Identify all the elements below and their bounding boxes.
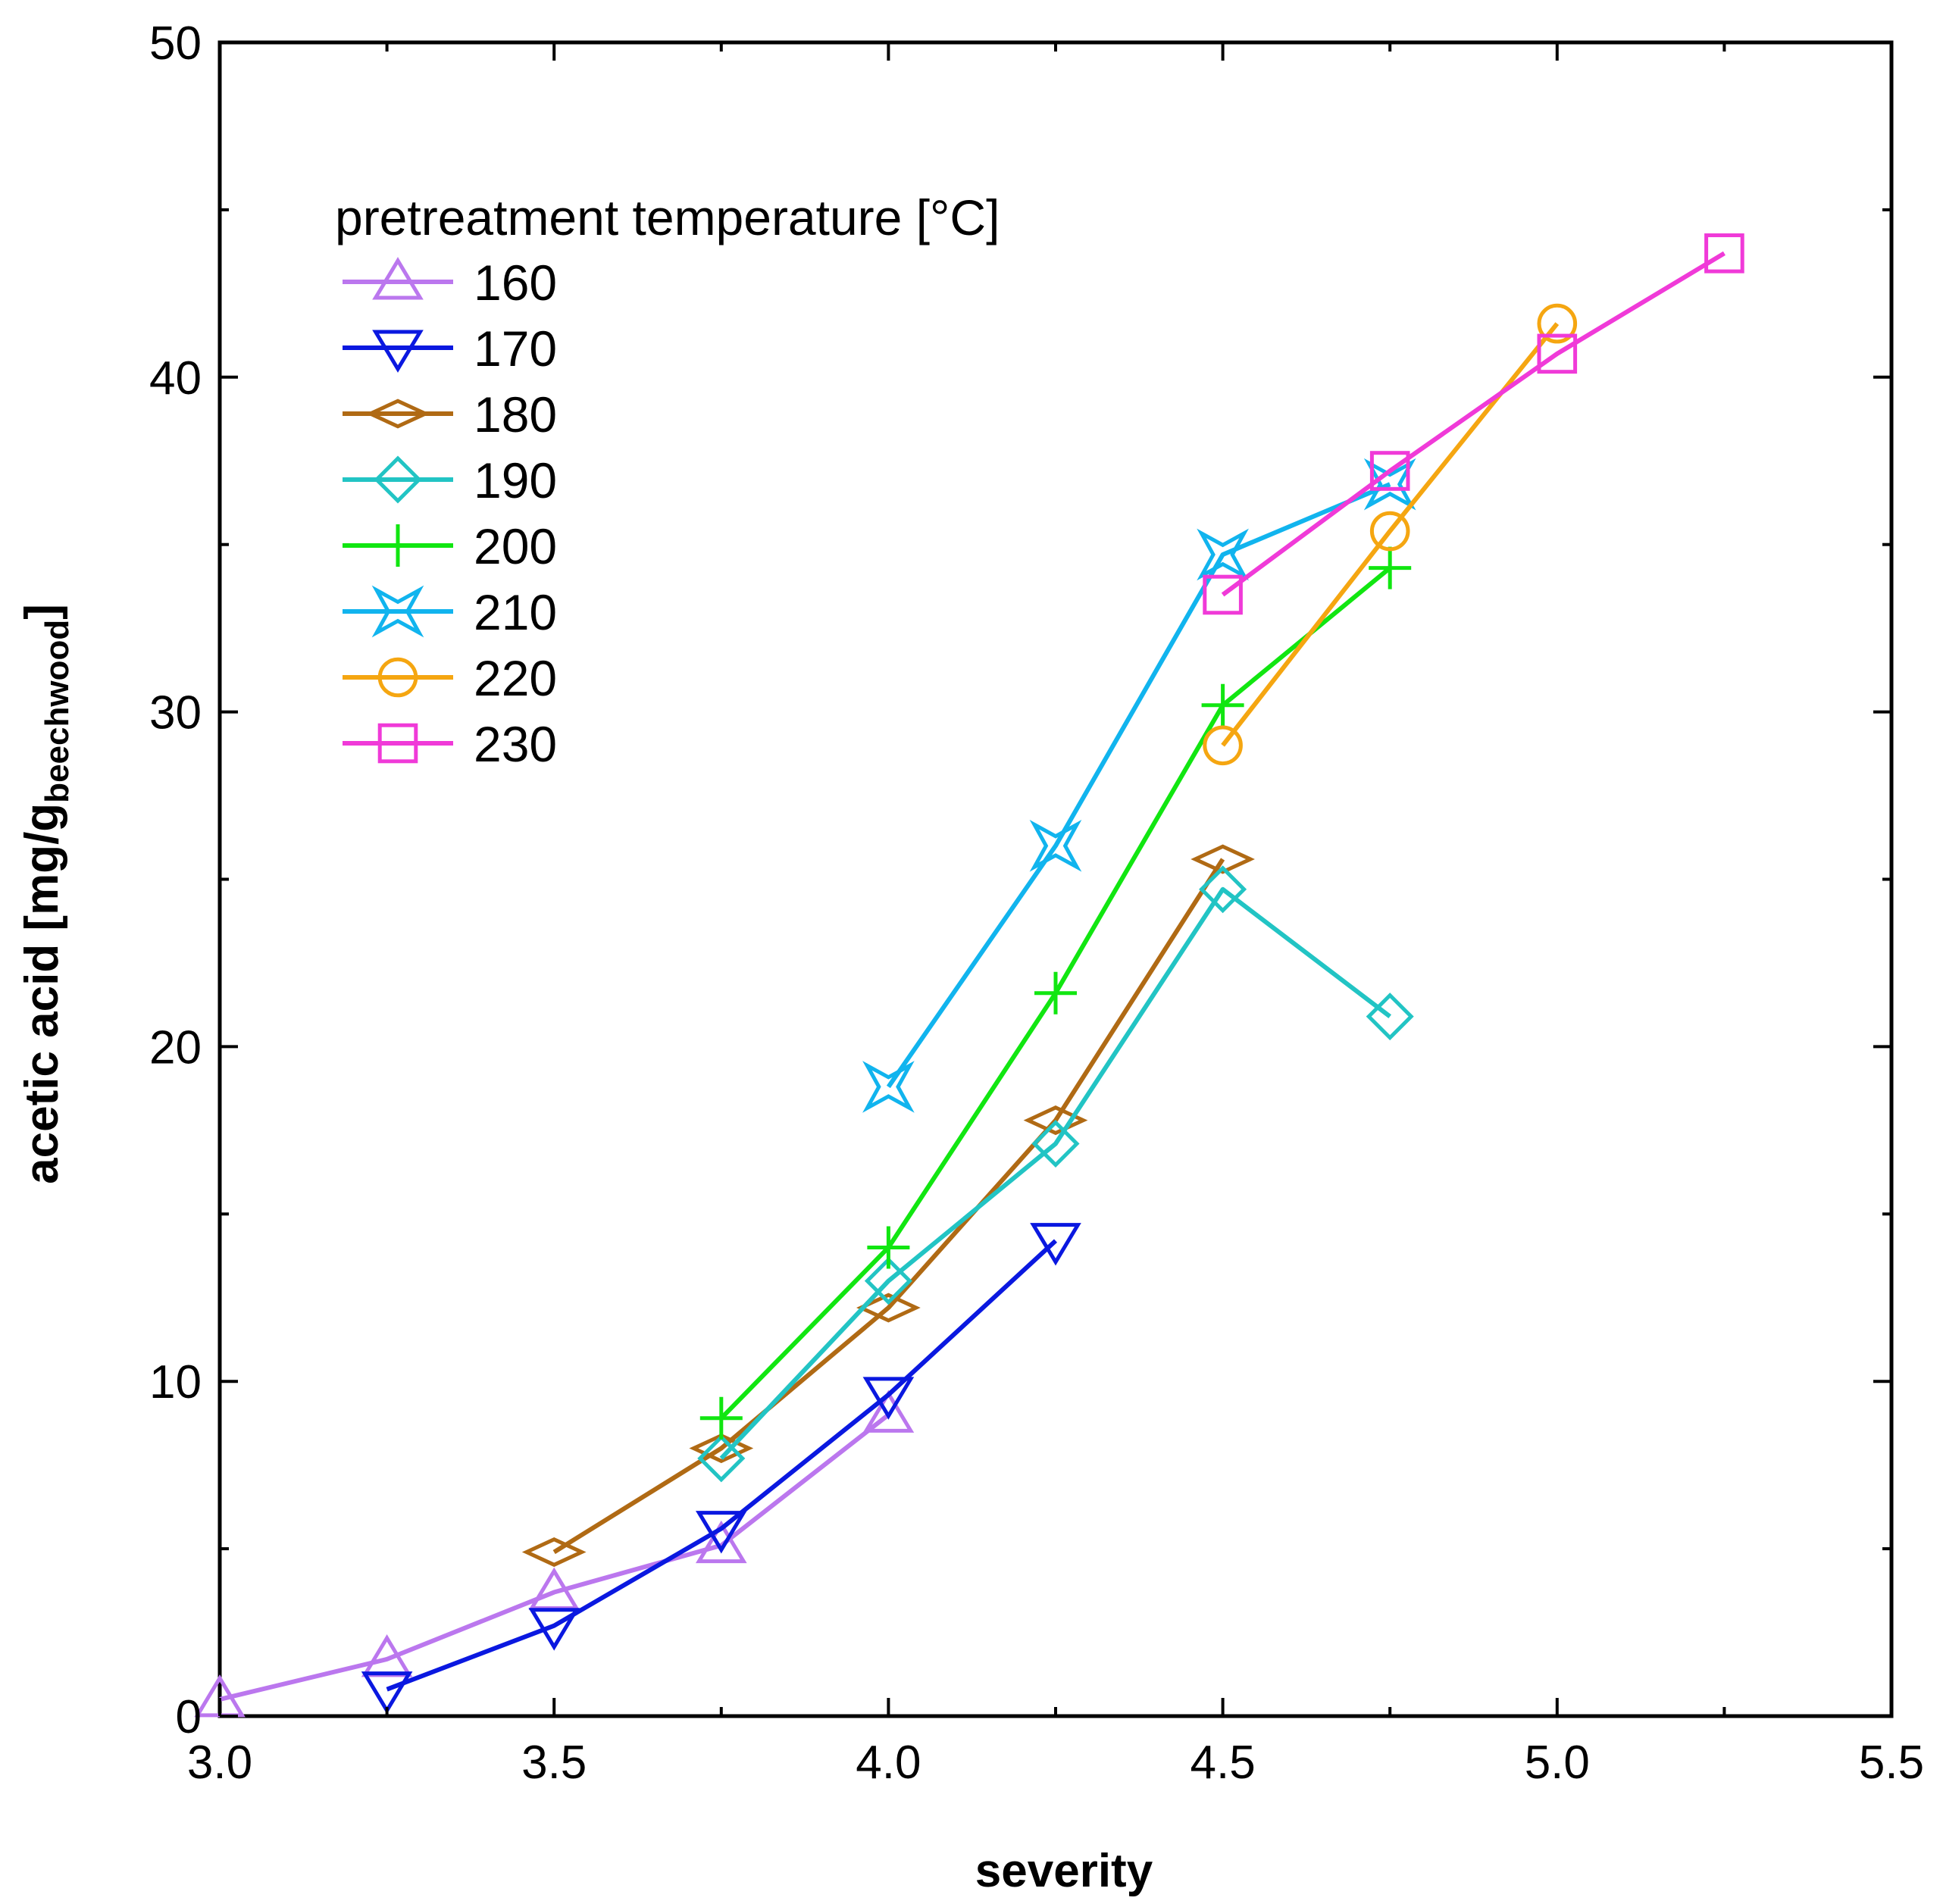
x-tick-label: 3.0 — [187, 1737, 252, 1789]
y-axis-title-subscript: beechwood — [39, 620, 76, 803]
data-point-180 — [856, 1293, 921, 1323]
plot-frame — [217, 40, 1894, 1718]
y-axis-title: acetic acid [mg/gbeechwood] — [16, 604, 76, 1184]
data-point-190 — [864, 1257, 912, 1305]
series-220 — [1203, 303, 1578, 766]
data-point-230 — [1704, 233, 1744, 274]
y-tick-label: 50 — [149, 17, 202, 70]
data-point-170 — [361, 1671, 413, 1715]
data-point-200 — [699, 1396, 743, 1440]
data-point-160 — [695, 1520, 747, 1564]
x-tick-label: 3.5 — [521, 1737, 587, 1789]
x-axis-title: severity — [975, 1845, 1153, 1897]
legend-item-180: 180 — [343, 386, 557, 442]
data-point-200 — [1369, 546, 1412, 589]
data-point-170 — [695, 1511, 747, 1554]
data-point-230 — [1369, 451, 1410, 491]
data-point-190 — [1366, 993, 1414, 1041]
series-200 — [699, 546, 1412, 1440]
legend-marker-200 — [377, 524, 419, 567]
data-point-190 — [697, 1434, 746, 1483]
x-tick-label: 4.0 — [856, 1737, 921, 1789]
data-point-180 — [1023, 1105, 1088, 1136]
data-point-210 — [1029, 819, 1082, 872]
legend-marker-180 — [365, 399, 430, 429]
legend-marker-190 — [374, 455, 422, 504]
legend: pretreatment temperature [°C] 160 170 180 1… — [335, 189, 1000, 772]
data-point-180 — [1191, 844, 1255, 874]
axis-ticks: 3.0 3.5 4.0 4.5 5.0 5.5 0 10 20 30 40 50 — [149, 17, 1924, 1789]
legend-marker-160 — [372, 257, 424, 300]
data-point-190 — [1199, 865, 1247, 914]
legend-label: 220 — [474, 650, 557, 706]
data-point-190 — [1031, 1119, 1080, 1168]
series-line-180 — [552, 858, 1225, 1555]
data-point-210 — [1197, 528, 1249, 581]
data-point-220 — [1537, 303, 1578, 344]
data-point-170 — [1030, 1223, 1081, 1266]
legend-label: 180 — [474, 386, 557, 442]
series-group — [194, 233, 1744, 1718]
y-tick-label: 0 — [176, 1691, 202, 1743]
data-point-230 — [1203, 574, 1243, 615]
series-line-190 — [719, 886, 1392, 1460]
data-point-180 — [521, 1537, 587, 1568]
data-point-200 — [867, 1226, 910, 1269]
data-point-220 — [1203, 725, 1243, 766]
data-point-170 — [862, 1377, 915, 1420]
series-180 — [521, 844, 1255, 1568]
y-tick-label: 40 — [149, 352, 202, 405]
series-line-230 — [1221, 251, 1726, 597]
data-point-160 — [862, 1390, 915, 1433]
x-tick-label: 5.5 — [1859, 1737, 1924, 1789]
legend-label: 170 — [474, 320, 557, 377]
legend-item-170: 170 — [343, 320, 557, 377]
data-point-170 — [528, 1608, 580, 1651]
data-point-200 — [1201, 683, 1244, 727]
x-tick-label: 5.0 — [1525, 1737, 1590, 1789]
data-point-160 — [361, 1634, 413, 1677]
legend-marker-230 — [377, 723, 418, 764]
series-line-170 — [386, 1239, 1058, 1692]
legend-label: 200 — [474, 518, 557, 574]
y-tick-label: 10 — [149, 1356, 202, 1408]
legend-label: 160 — [474, 255, 557, 311]
series-210 — [862, 458, 1416, 1113]
series-170 — [361, 1223, 1081, 1715]
series-160 — [194, 1390, 915, 1718]
legend-marker-210 — [371, 585, 424, 638]
legend-label: 190 — [474, 452, 557, 508]
series-line-210 — [886, 482, 1391, 1089]
data-point-220 — [1369, 511, 1410, 552]
x-tick-label: 4.5 — [1190, 1737, 1255, 1789]
y-axis-title-close: ] — [16, 604, 68, 620]
legend-marker-170 — [372, 330, 424, 373]
data-point-200 — [1034, 971, 1077, 1015]
plot-area — [217, 40, 1894, 1718]
legend-item-210: 210 — [343, 584, 557, 640]
y-tick-label: 20 — [149, 1021, 202, 1074]
data-point-180 — [689, 1433, 754, 1464]
data-point-210 — [862, 1061, 915, 1113]
series-190 — [697, 865, 1414, 1483]
legend-label: 210 — [474, 584, 557, 640]
legend-item-200: 200 — [343, 518, 557, 574]
series-line-160 — [219, 1413, 890, 1702]
y-tick-label: 30 — [149, 687, 202, 739]
legend-title: pretreatment temperature [°C] — [335, 189, 1000, 245]
legend-label: 230 — [474, 716, 557, 772]
legend-item-190: 190 — [343, 452, 557, 508]
legend-item-160: 160 — [343, 255, 557, 311]
series-230 — [1203, 233, 1744, 615]
y-axis-title-main: acetic acid [mg/g — [16, 803, 68, 1184]
legend-item-220: 220 — [343, 650, 557, 706]
legend-item-230: 230 — [343, 716, 557, 772]
data-point-230 — [1537, 333, 1578, 374]
legend-marker-220 — [377, 657, 418, 698]
